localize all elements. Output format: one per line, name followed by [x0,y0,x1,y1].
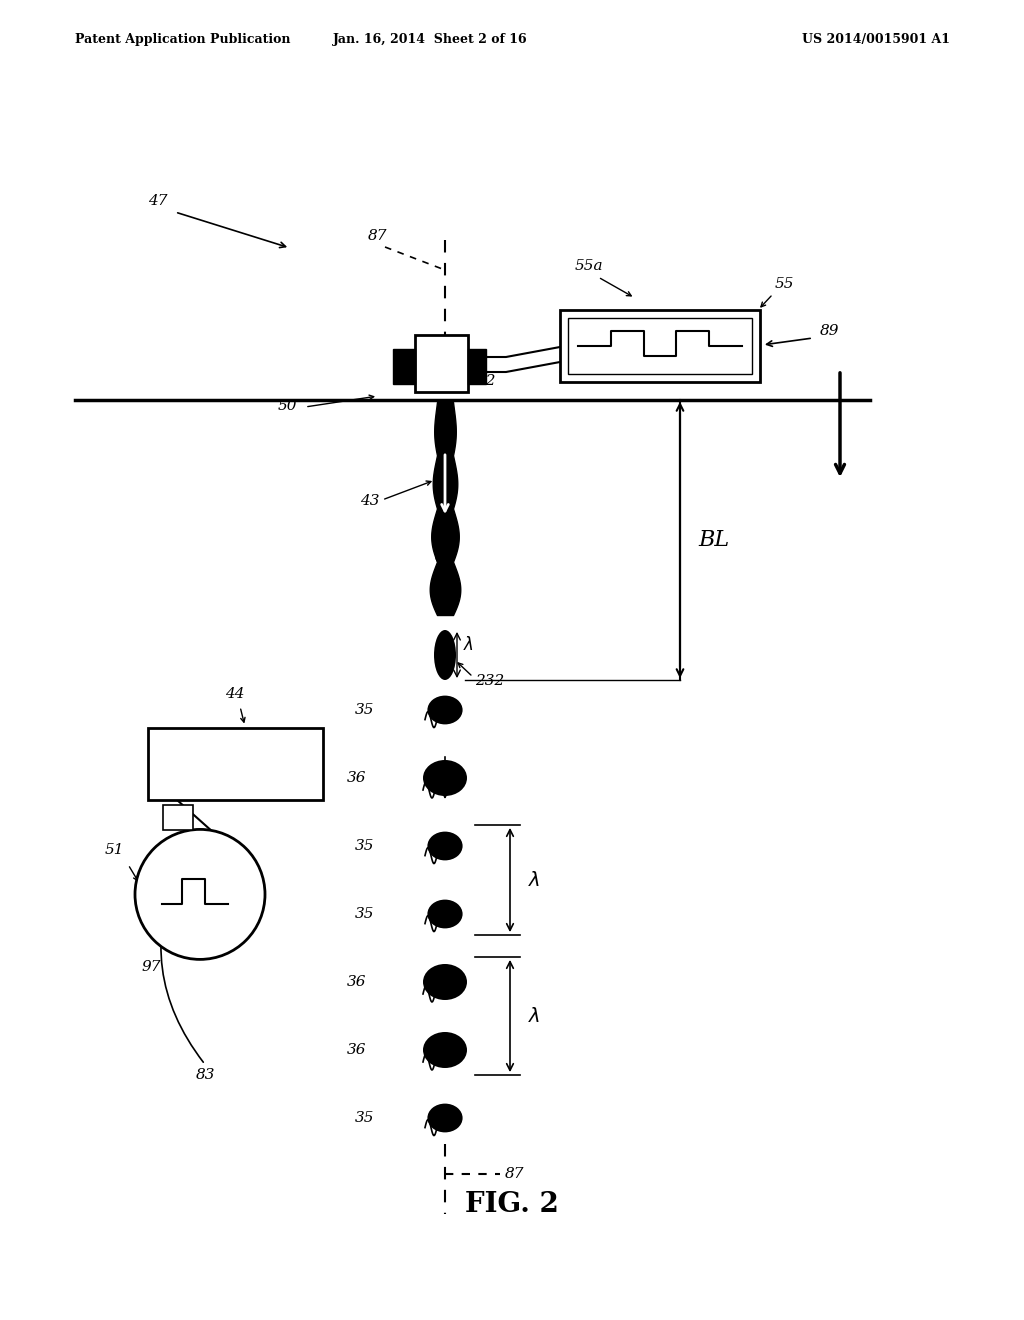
Text: 55a: 55a [575,259,603,273]
Ellipse shape [437,517,453,537]
Bar [568,318,752,374]
Text: 50: 50 [278,399,298,413]
Text: 44: 44 [225,688,245,701]
Ellipse shape [434,630,456,680]
Bar [147,729,323,800]
Ellipse shape [423,1032,467,1068]
Text: 89: 89 [820,323,840,338]
Text: $\lambda$: $\lambda$ [463,636,474,653]
Ellipse shape [427,1104,463,1133]
Circle shape [135,829,265,960]
Text: 35: 35 [355,704,375,717]
Text: $\lambda$: $\lambda$ [528,870,541,890]
Text: 35: 35 [355,1111,375,1125]
Ellipse shape [423,760,467,796]
Bar [393,348,415,384]
Ellipse shape [439,488,451,508]
Text: Patent Application Publication: Patent Application Publication [75,33,291,46]
Text: 51: 51 [105,843,125,858]
Text: 42: 42 [476,374,496,388]
Text: 97: 97 [142,961,162,974]
Text: US 2014/0015901 A1: US 2014/0015901 A1 [802,33,950,46]
Bar [468,348,486,384]
Text: FIG. 2: FIG. 2 [465,1192,559,1218]
Ellipse shape [437,403,453,422]
Text: 43: 43 [360,494,380,508]
Ellipse shape [435,546,455,566]
Bar [560,310,760,381]
Text: 35: 35 [355,840,375,853]
Text: 36: 36 [346,771,366,785]
Ellipse shape [436,576,454,595]
Text: BL: BL [698,529,729,550]
Text: 47: 47 [148,194,168,209]
Text: 87: 87 [505,1167,524,1181]
Ellipse shape [436,459,454,479]
Text: 55: 55 [775,277,795,290]
Text: 36: 36 [346,975,366,989]
Text: Jan. 16, 2014  Sheet 2 of 16: Jan. 16, 2014 Sheet 2 of 16 [333,33,527,46]
Text: 232: 232 [475,675,504,688]
Ellipse shape [423,964,467,1001]
Ellipse shape [427,900,463,928]
Text: 36: 36 [346,1043,366,1057]
Ellipse shape [427,832,463,861]
Text: 35: 35 [355,907,375,921]
Ellipse shape [435,430,455,451]
Ellipse shape [427,696,463,725]
Text: 87: 87 [368,228,387,243]
Text: 83: 83 [196,1068,215,1082]
Bar [163,805,193,830]
Bar [415,335,468,392]
Text: $\lambda$: $\lambda$ [528,1006,541,1026]
